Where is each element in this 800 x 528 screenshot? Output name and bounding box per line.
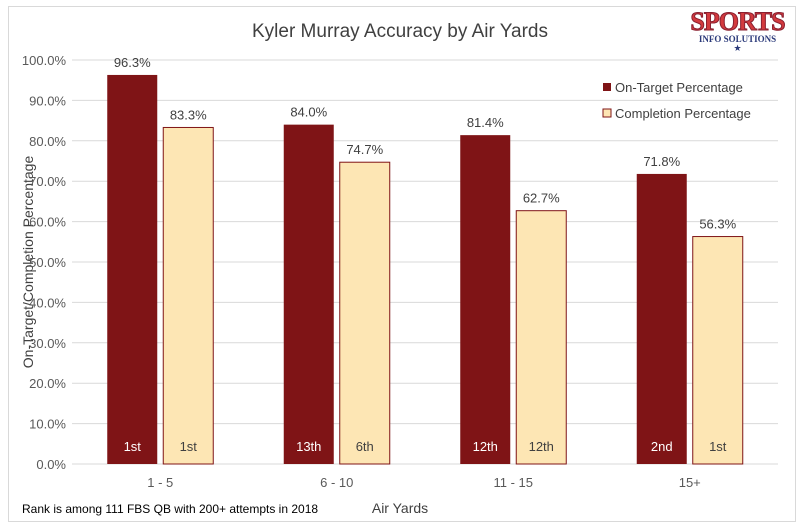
y-tick-label: 60.0% <box>29 215 66 230</box>
bar <box>692 236 744 465</box>
y-tick-label: 20.0% <box>29 376 66 391</box>
legend-swatch-completion <box>602 108 612 118</box>
rank-label: 12th <box>529 439 554 454</box>
y-tick-label: 30.0% <box>29 336 66 351</box>
data-label: 74.7% <box>346 142 383 157</box>
rank-label: 13th <box>296 439 321 454</box>
footnote: Rank is among 111 FBS QB with 200+ attem… <box>22 502 318 516</box>
y-axis-label: On-Target/Completion Percentage <box>20 156 36 369</box>
y-tick-label: 90.0% <box>29 93 66 108</box>
rank-label: 2nd <box>651 439 673 454</box>
data-label: 81.4% <box>467 115 504 130</box>
legend-swatch-on-target <box>603 83 611 91</box>
rank-label: 1st <box>180 439 198 454</box>
rank-label: 1st <box>709 439 727 454</box>
legend: On-Target Percentage Completion Percenta… <box>602 80 751 121</box>
rank-label: 1st <box>124 439 142 454</box>
data-label: 84.0% <box>290 105 327 120</box>
x-tick-label: 11 - 15 <box>493 475 533 490</box>
rank-label: 6th <box>356 439 374 454</box>
y-tick-label: 0.0% <box>36 457 66 472</box>
legend-label-on-target: On-Target Percentage <box>615 80 743 95</box>
y-tick-label: 10.0% <box>29 417 66 432</box>
y-tick-label: 100.0% <box>22 53 67 68</box>
chart-title: Kyler Murray Accuracy by Air Yards <box>252 21 548 42</box>
bar <box>283 124 334 464</box>
data-label: 83.3% <box>170 107 207 122</box>
bar <box>460 135 511 465</box>
x-tick-label: 1 - 5 <box>147 475 173 490</box>
data-label: 56.3% <box>699 217 736 232</box>
y-tick-label: 50.0% <box>29 255 66 270</box>
bar <box>162 126 214 465</box>
data-label: 62.7% <box>523 191 560 206</box>
y-tick-label: 70.0% <box>29 174 66 189</box>
x-tick-label: 15+ <box>679 475 701 490</box>
data-label: 71.8% <box>643 154 680 169</box>
legend-label-completion: Completion Percentage <box>615 106 751 121</box>
sports-info-solutions-logo: SPORTS INFO SOLUTIONS ★ <box>690 7 786 53</box>
y-tick-label: 80.0% <box>29 134 66 149</box>
bar <box>636 173 687 465</box>
x-tick-label: 6 - 10 <box>320 475 353 490</box>
bar <box>339 161 391 465</box>
data-label: 96.3% <box>114 55 151 70</box>
bar <box>515 210 567 465</box>
x-axis-label: Air Yards <box>372 500 428 516</box>
y-tick-label: 40.0% <box>29 295 66 310</box>
rank-label: 12th <box>473 439 498 454</box>
bar <box>107 74 158 464</box>
